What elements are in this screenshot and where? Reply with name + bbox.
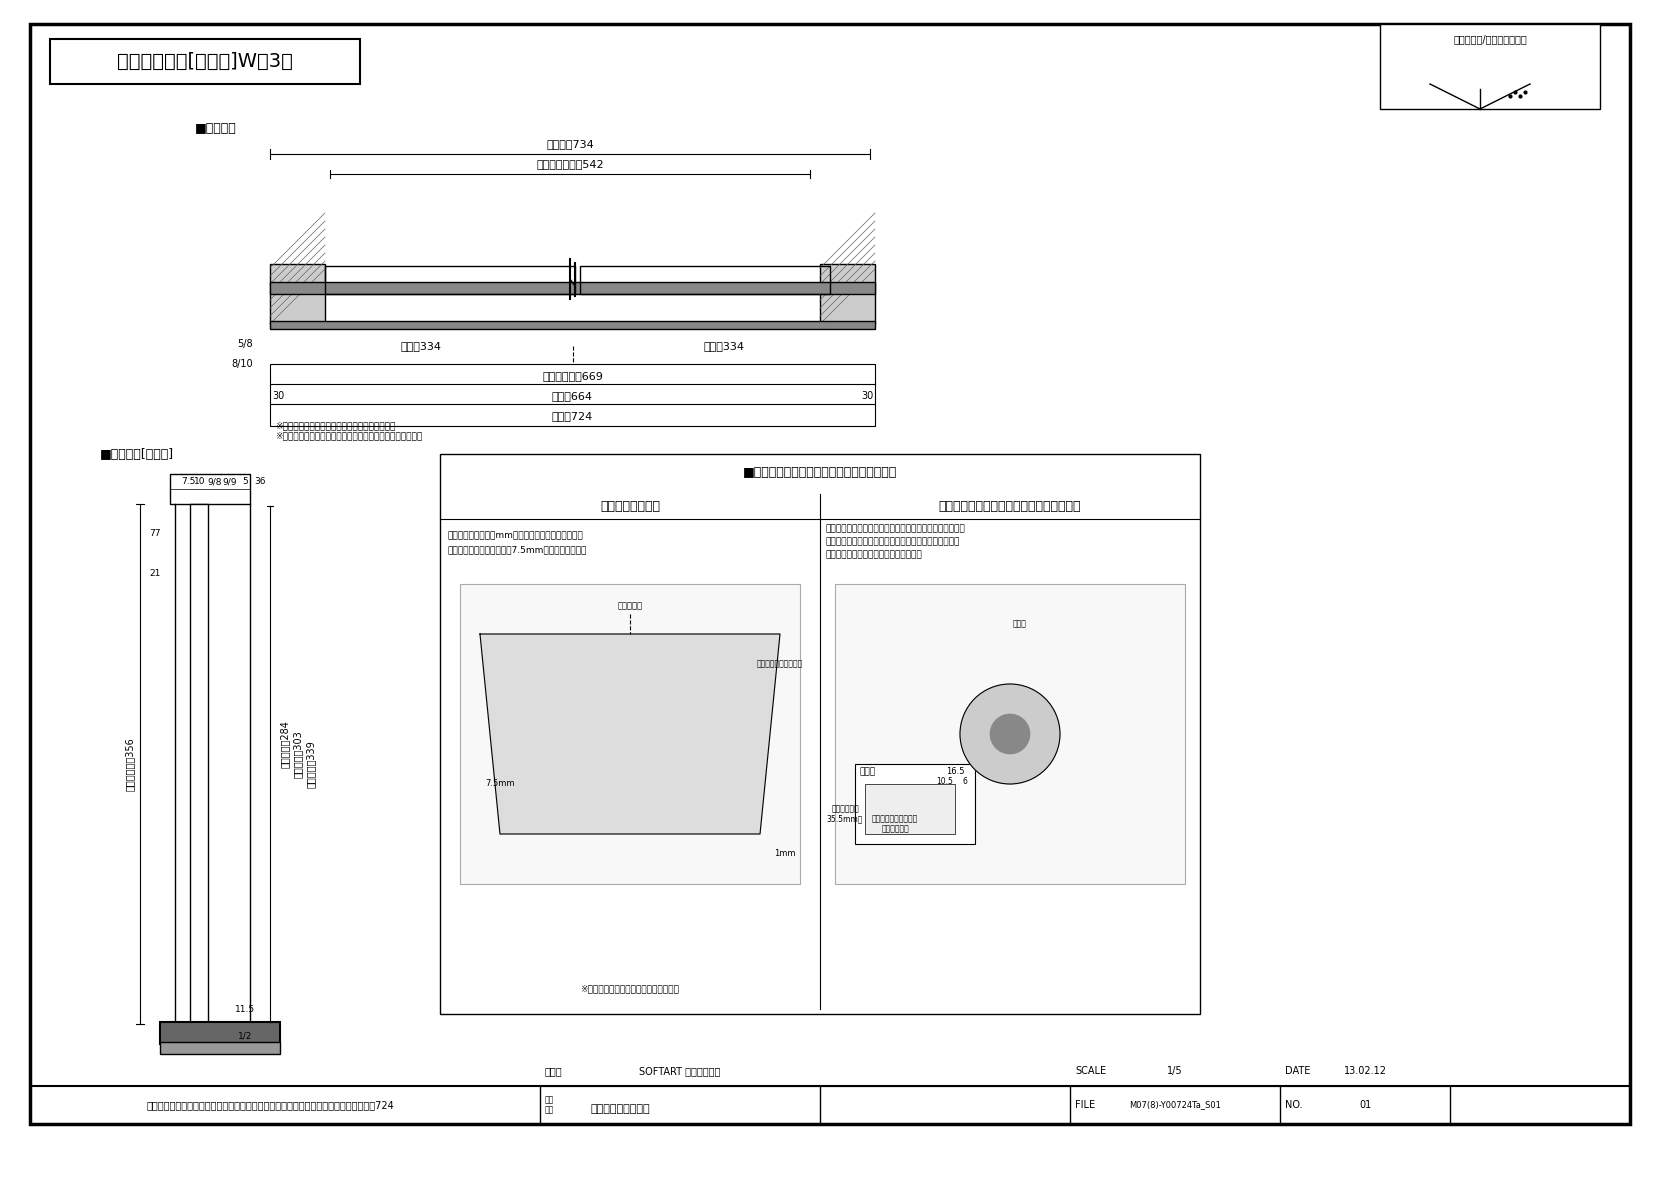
Text: ストッパー側面は整枠から7.5mm離してください。: ストッパー側面は整枠から7.5mm離してください。 — [448, 545, 587, 555]
Text: ＲＯＨ＝２，356: ＲＯＨ＝２，356 — [126, 737, 136, 791]
Text: 5/8: 5/8 — [238, 340, 253, 349]
Bar — [460, 584, 800, 884]
Text: 扉に付属のビスで取り付けてください。: 扉に付属のビスで取り付けてください。 — [825, 550, 922, 560]
Text: 30: 30 — [861, 391, 873, 401]
Text: クローゼット[調整枠]W＝3尺: クローゼット[調整枠]W＝3尺 — [117, 52, 293, 71]
Text: 折戸：ＤＷ＝669: 折戸：ＤＷ＝669 — [542, 371, 603, 380]
Text: ※有効開口寸法にはハンドルの突出は含まない。: ※有効開口寸法にはハンドルの突出は含まない。 — [274, 421, 395, 431]
Bar — [835, 584, 1185, 884]
Text: M07(8)-Y00724Ta_S01: M07(8)-Y00724Ta_S01 — [1129, 1100, 1222, 1110]
Text: 36: 36 — [255, 478, 266, 486]
Text: ※有効開口寸法は扉の厚さや調整によって若干異なります。: ※有効開口寸法は扉の厚さや調整によって若干異なります。 — [274, 431, 422, 441]
Text: 枠内＝２，303: 枠内＝２，303 — [293, 730, 302, 778]
Text: ＤＨ＝２，284: ＤＨ＝２，284 — [279, 720, 289, 768]
Polygon shape — [479, 635, 780, 834]
Text: 平面図: 平面図 — [860, 767, 876, 777]
Text: 1/2: 1/2 — [238, 1032, 253, 1040]
Text: SOFTART 建具納まり図: SOFTART 建具納まり図 — [640, 1066, 721, 1076]
Text: 取り付けビス（開品）: 取り付けビス（開品） — [757, 660, 803, 668]
Text: 図書名: 図書名 — [545, 1066, 562, 1076]
Bar — [50, 39, 360, 84]
Text: 下固定ストッパー: 下固定ストッパー — [600, 500, 660, 513]
Bar — [170, 474, 250, 504]
Bar — [160, 1022, 279, 1044]
Text: 枠の前面より
35.5mm迄: 枠の前面より 35.5mm迄 — [826, 804, 863, 824]
Text: 8/10: 8/10 — [231, 359, 253, 368]
Text: 10.5: 10.5 — [937, 778, 954, 786]
Bar — [865, 784, 955, 834]
Text: FILE: FILE — [1074, 1100, 1096, 1110]
Text: ■縦断面図[３方枠]: ■縦断面図[３方枠] — [99, 448, 174, 460]
Text: ＲＯＷ＝734: ＲＯＷ＝734 — [545, 138, 593, 149]
Text: 30: 30 — [271, 391, 284, 401]
Bar — [440, 454, 1200, 1014]
Text: 01: 01 — [1359, 1100, 1370, 1110]
Text: NO.: NO. — [1284, 1100, 1303, 1110]
Text: 7.5mm: 7.5mm — [486, 779, 514, 789]
Text: 21: 21 — [149, 569, 160, 578]
Text: 77: 77 — [149, 530, 160, 538]
Bar — [269, 364, 874, 386]
Text: 9/9: 9/9 — [223, 478, 238, 486]
Text: ＤＷ＝334: ＤＷ＝334 — [400, 341, 441, 352]
Text: 整枠の後ろ面から１mm外側に取り付けてください。: 整枠の後ろ面から１mm外側に取り付けてください。 — [448, 531, 584, 541]
Text: ウ　ッ　ド　ワ　ン: ウ ッ ド ワ ン — [590, 1104, 650, 1114]
Bar — [820, 264, 874, 324]
Text: ガイド: ガイド — [1013, 620, 1027, 628]
Text: DATE: DATE — [1284, 1066, 1311, 1076]
Bar — [326, 266, 575, 294]
Text: ■ガイドランナーの取り付け（ＳＡ調整枠）: ■ガイドランナーの取り付け（ＳＡ調整枠） — [742, 466, 898, 478]
Bar — [269, 384, 874, 406]
Text: ■横断面図: ■横断面図 — [195, 123, 236, 136]
Text: 16.5: 16.5 — [946, 767, 964, 777]
Text: 枠内＝664: 枠内＝664 — [552, 391, 593, 401]
Text: 株式
会社: 株式 会社 — [545, 1096, 554, 1115]
Bar — [269, 405, 874, 426]
Text: 1/5: 1/5 — [1167, 1066, 1184, 1076]
Circle shape — [960, 684, 1060, 784]
Text: 9/8: 9/8 — [208, 478, 222, 486]
Text: 扉を吊った後ストライクを取り付ける際は、下図のように: 扉を吊った後ストライクを取り付ける際は、下図のように — [825, 525, 965, 533]
Text: SCALE: SCALE — [1074, 1066, 1106, 1076]
Text: 下用ガイド軌とストライクの位置決めの溝をそろえて、: 下用ガイド軌とストライクの位置決めの溝をそろえて、 — [825, 537, 959, 547]
Bar — [269, 264, 326, 324]
Bar — [160, 1041, 279, 1054]
Text: ストライク（可動側受け金具）の取り付け: ストライク（可動側受け金具）の取り付け — [939, 500, 1081, 513]
Text: 11.5: 11.5 — [235, 1004, 255, 1014]
Text: 5: 5 — [241, 478, 248, 486]
Text: ＤＷ＝334: ＤＷ＝334 — [703, 341, 744, 352]
Bar — [190, 504, 208, 1023]
Bar — [1380, 24, 1600, 110]
Text: 有効開口寸法＝542: 有効開口寸法＝542 — [536, 159, 603, 169]
Bar — [855, 765, 975, 844]
Text: 6: 6 — [962, 778, 967, 786]
Bar — [269, 321, 874, 329]
Text: 上吊軸固定/フリーオープン: 上吊軸固定/フリーオープン — [1453, 34, 1527, 45]
Text: 枠外＝724: 枠外＝724 — [552, 411, 593, 421]
Bar — [269, 282, 874, 294]
Bar — [580, 266, 830, 294]
Text: ソフトアート　クローゼットドア　調整枠　３方枠（下枠なし）　ドアＨ８尺　枠外Ｗ724: ソフトアート クローゼットドア 調整枠 ３方枠（下枠なし） ドアＨ８尺 枠外Ｗ7… — [145, 1100, 393, 1110]
Text: 枠外＝２，339: 枠外＝２，339 — [306, 740, 316, 787]
Text: ※混凝土に充忝どちらでも施工確です。: ※混凝土に充忝どちらでも施工確です。 — [580, 985, 679, 993]
Text: ストライクとガイドの
位置決めの溝: ストライクとガイドの 位置決めの溝 — [871, 814, 917, 833]
Text: 枠センター: 枠センター — [618, 602, 643, 610]
Text: 13.02.12: 13.02.12 — [1344, 1066, 1387, 1076]
Circle shape — [990, 714, 1030, 754]
Text: 10: 10 — [195, 478, 205, 486]
Text: 1mm: 1mm — [774, 850, 795, 858]
Text: 7.5: 7.5 — [180, 478, 195, 486]
